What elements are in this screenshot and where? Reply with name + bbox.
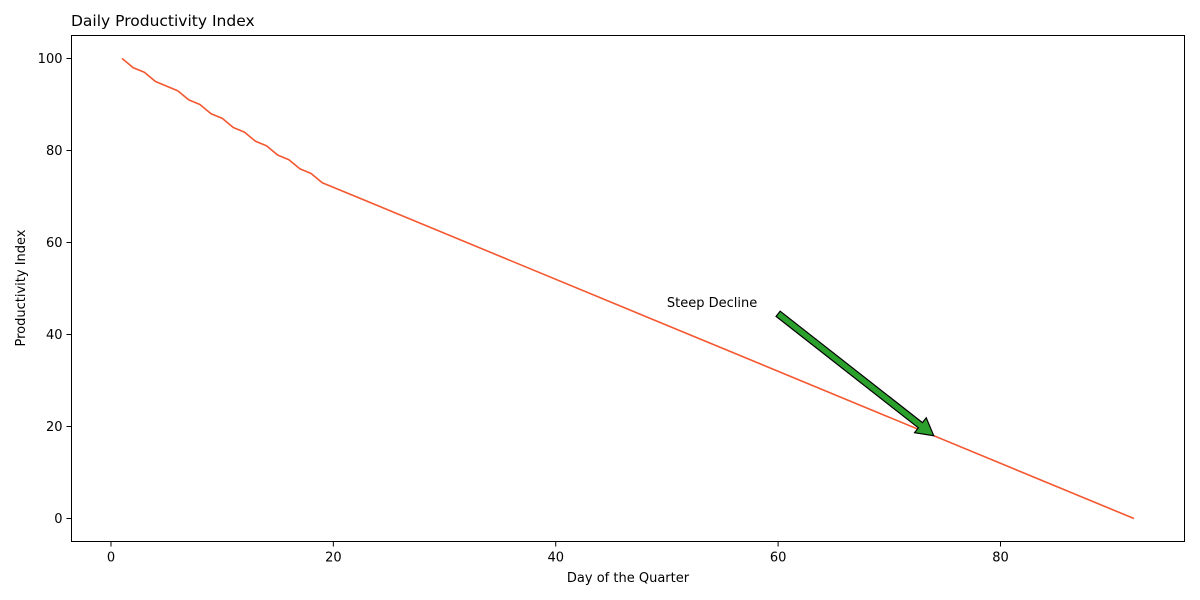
x-tick-label: 40 <box>547 551 564 566</box>
y-tick-label: 100 <box>38 52 63 67</box>
x-tick-label: 20 <box>325 551 342 566</box>
y-axis-label: Productivity Index <box>14 229 29 346</box>
y-axis-ticks: 0 20 40 60 80 100 <box>38 52 72 527</box>
annotation-arrow <box>775 310 935 437</box>
series-line-0 <box>121 57 1135 520</box>
chart-title: Daily Productivity Index <box>71 12 255 30</box>
plot-frame <box>71 35 1185 542</box>
y-tick-label: 0 <box>54 512 62 527</box>
y-tick-label: 80 <box>46 144 63 159</box>
y-tick-label: 60 <box>46 236 63 251</box>
y-tick-label: 40 <box>46 328 63 343</box>
annotation-text: Steep Decline <box>667 296 757 311</box>
x-axis-label: Day of the Quarter <box>567 571 690 586</box>
plot-content <box>121 57 1135 520</box>
x-tick-label: 60 <box>770 551 787 566</box>
x-axis-ticks: 0 20 40 60 80 <box>107 541 1009 566</box>
x-tick-label: 0 <box>107 551 115 566</box>
x-tick-label: 80 <box>992 551 1009 566</box>
y-tick-label: 20 <box>46 420 63 435</box>
annotation: Steep Decline <box>667 296 935 437</box>
